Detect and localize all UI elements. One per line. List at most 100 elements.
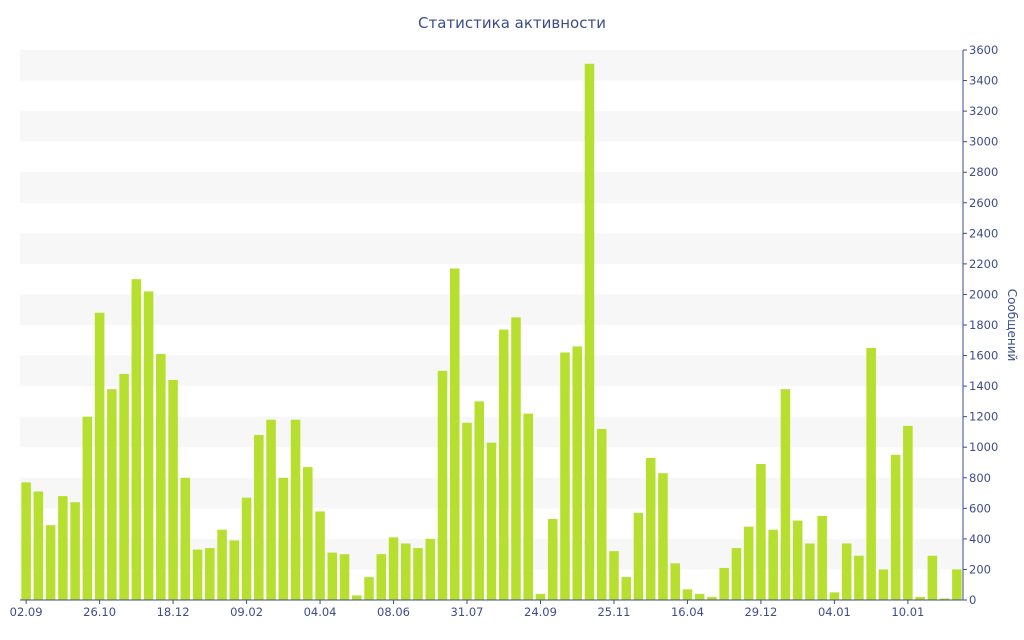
bar — [829, 592, 840, 600]
bar — [364, 577, 374, 600]
y-tick-label: 1600 — [969, 349, 998, 363]
bar — [658, 473, 668, 600]
bar — [401, 543, 411, 600]
bar — [303, 467, 313, 600]
y-tick-label: 3000 — [969, 135, 998, 149]
bar — [131, 279, 142, 600]
y-tick-label: 3400 — [969, 74, 998, 88]
x-tick-label: 18.12 — [157, 605, 190, 619]
y-tick-labels: 0 200 400 600 800 1000 1200 1400 1600 1800 2000 220… — [969, 43, 998, 607]
x-tick-label: 31.07 — [451, 605, 484, 619]
bar — [437, 370, 448, 600]
bar — [805, 543, 815, 600]
bar — [866, 347, 876, 600]
bar — [645, 457, 656, 600]
bar — [952, 569, 962, 600]
bar — [82, 416, 93, 600]
bar — [768, 529, 778, 600]
bar — [425, 538, 436, 600]
x-tick-label: 16.04 — [671, 605, 704, 619]
x-tick-label: 04.01 — [818, 605, 851, 619]
bar — [584, 63, 595, 600]
bar — [315, 511, 325, 600]
bar — [376, 554, 387, 600]
y-tick-label: 2800 — [969, 165, 998, 179]
x-tick-label: 04.04 — [304, 605, 337, 619]
chart-title: Статистика активности — [418, 14, 606, 32]
bar — [168, 380, 178, 600]
bar — [94, 312, 105, 600]
bar — [254, 435, 264, 600]
bar — [327, 552, 338, 600]
bar — [890, 454, 901, 600]
y-tick-label: 800 — [969, 471, 991, 485]
y-tick-label: 400 — [969, 532, 991, 546]
bar — [462, 422, 472, 600]
bar — [180, 477, 191, 600]
bar — [290, 419, 301, 600]
bar — [217, 529, 227, 600]
grid-band — [20, 294, 963, 325]
x-tick-label: 10.01 — [891, 605, 924, 619]
bar — [854, 555, 864, 600]
y-tick-label: 600 — [969, 501, 991, 515]
bar — [915, 596, 925, 600]
bar — [498, 329, 509, 600]
bar — [780, 389, 791, 600]
y-tick-label: 2000 — [969, 287, 998, 301]
bar — [107, 389, 117, 600]
y-axis-title: Сообщений — [1005, 289, 1019, 362]
bar — [792, 520, 803, 600]
x-tick-label: 24.09 — [524, 605, 557, 619]
bar — [756, 464, 766, 600]
bar — [560, 352, 570, 600]
bar — [817, 515, 827, 600]
y-tick-label: 1400 — [969, 379, 998, 393]
grid-band — [20, 172, 963, 203]
grid-band — [20, 50, 963, 81]
axes — [20, 49, 967, 604]
bar — [572, 346, 582, 600]
bar — [878, 569, 889, 600]
bar — [486, 442, 497, 600]
y-tick-label: 3200 — [969, 104, 998, 118]
bar — [474, 401, 485, 600]
bar — [339, 554, 350, 600]
bar — [547, 519, 558, 600]
bar — [241, 497, 252, 600]
bar — [511, 317, 521, 600]
grid-band — [20, 111, 963, 142]
bar — [266, 419, 276, 600]
x-tick-label: 29.12 — [744, 605, 777, 619]
bar — [939, 598, 950, 600]
bar-series — [21, 63, 962, 600]
bar — [621, 577, 631, 600]
bar — [205, 548, 215, 600]
bar — [743, 526, 754, 600]
y-tick-label: 2400 — [969, 226, 998, 240]
bar — [192, 549, 203, 600]
y-tick-label: 3600 — [969, 43, 998, 57]
bar — [707, 596, 717, 600]
bar — [609, 551, 619, 600]
bar — [388, 537, 399, 600]
y-tick-label: 2600 — [969, 196, 998, 210]
bar — [119, 373, 129, 600]
bar — [633, 512, 644, 600]
bar — [903, 425, 913, 600]
bar — [58, 496, 68, 600]
bar — [352, 595, 362, 600]
y-tick-label: 2200 — [969, 257, 998, 271]
bar — [21, 482, 31, 600]
x-tick-label: 25.11 — [597, 605, 630, 619]
bar — [670, 563, 680, 600]
bar — [143, 291, 154, 600]
bar — [694, 593, 705, 600]
bar — [33, 491, 44, 600]
y-tick-label: 0 — [969, 593, 976, 607]
bar — [682, 589, 693, 600]
x-tick-labels: 02.09 26.10 18.12 09.02 04.04 08.06 31.07 24.09… — [10, 605, 925, 619]
grid-band — [20, 233, 963, 264]
y-tick-label: 1800 — [969, 318, 998, 332]
